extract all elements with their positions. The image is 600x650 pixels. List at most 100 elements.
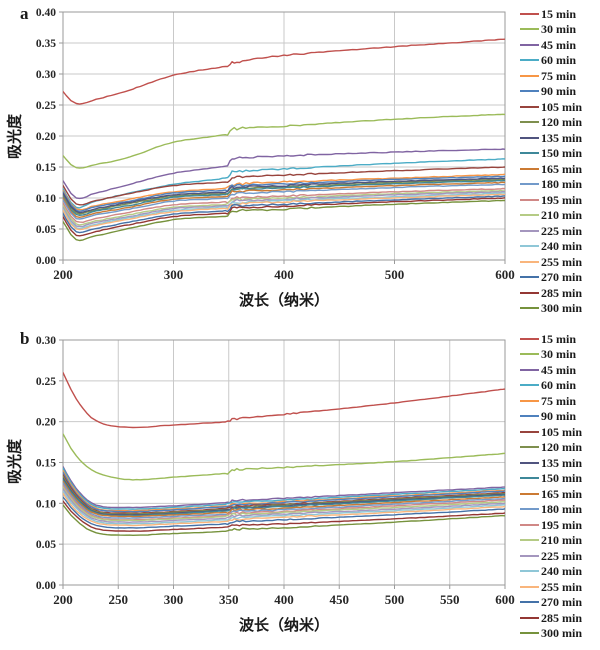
y-tick-label: 0.05 <box>36 224 56 236</box>
legend-label: 90 min <box>541 84 577 99</box>
series-line-150-min <box>63 179 505 216</box>
legend-item: 210 min <box>520 533 600 549</box>
y-tick-label: 0.30 <box>36 335 56 347</box>
legend-item: 165 min <box>520 161 600 177</box>
legend-item: 120 min <box>520 440 600 456</box>
legend-label: 75 min <box>541 68 577 83</box>
plot-area-a: 200 300 400 500 600 0.00 0.05 0.10 0.15 0.20 0.25 0… <box>36 7 515 282</box>
legend-line-swatch-icon <box>520 276 539 279</box>
plot-area-b: 200 250 300 350 400 450 500 550 600 0.00 0.05 0.10 0… <box>36 335 515 607</box>
legend-line-swatch-icon <box>520 167 539 170</box>
legend-label: 210 min <box>541 208 583 223</box>
legend-item: 195 min <box>520 192 600 208</box>
chart-panel-a: a 吸光度 200 300 400 500 600 0.00 0.05 0.10 0.15 0.2… <box>8 4 600 316</box>
legend-label: 120 min <box>541 115 583 130</box>
legend-item: 45 min <box>520 37 600 53</box>
legend-line-swatch-icon <box>520 198 539 201</box>
legend-label: 30 min <box>541 22 577 37</box>
legend-label: 45 min <box>541 37 577 52</box>
legend-item: 150 min <box>520 471 600 487</box>
legend-label: 165 min <box>541 486 583 501</box>
series-line-30-min <box>63 433 505 481</box>
y-tick-label: 0.10 <box>36 193 56 205</box>
y-tick-label: 0.10 <box>36 498 56 510</box>
y-tick-label: 0.40 <box>36 7 56 19</box>
legend-label: 30 min <box>541 347 577 362</box>
legend-line-swatch-icon <box>520 585 539 588</box>
x-tick-label: 300 <box>164 592 184 607</box>
y-tick-label: 0.05 <box>36 539 56 551</box>
legend-line-swatch-icon <box>520 353 539 356</box>
series-line-255-min <box>63 193 505 231</box>
legend-item: 75 min <box>520 393 600 409</box>
legend-line-swatch-icon <box>520 291 539 294</box>
series-line-120-min <box>63 475 505 515</box>
series-line-210-min <box>63 189 505 226</box>
legend-item: 15 min <box>520 331 600 347</box>
x-tick-label: 200 <box>53 267 73 282</box>
series-line-270-min <box>63 195 505 234</box>
legend-line-swatch-icon <box>520 616 539 619</box>
series-line-255-min <box>63 492 505 527</box>
series-line-165-min <box>63 181 505 218</box>
series-line-90-min <box>63 175 505 212</box>
legend-line-swatch-icon <box>520 74 539 77</box>
legend-label: 60 min <box>541 53 577 68</box>
legend-item: 60 min <box>520 378 600 394</box>
legend-label: 150 min <box>541 471 583 486</box>
legend-line-swatch-icon <box>520 183 539 186</box>
series-line-285-min <box>63 197 505 237</box>
legend-label: 285 min <box>541 285 583 300</box>
legend-label: 300 min <box>541 301 583 316</box>
legend-item: 225 min <box>520 223 600 239</box>
legend-line-swatch-icon <box>520 415 539 418</box>
legend-label: 15 min <box>541 6 577 21</box>
legend-label: 90 min <box>541 409 577 424</box>
legend-line-swatch-icon <box>520 461 539 464</box>
legend-item: 135 min <box>520 455 600 471</box>
legend-label: 135 min <box>541 130 583 145</box>
legend-item: 300 min <box>520 626 600 642</box>
x-tick-label: 200 <box>53 592 73 607</box>
legend-line-swatch-icon <box>520 399 539 402</box>
series-line-195-min <box>63 484 505 521</box>
legend-item: 180 min <box>520 177 600 193</box>
legend-item: 150 min <box>520 146 600 162</box>
legend-item: 105 min <box>520 424 600 440</box>
legend-item: 75 min <box>520 68 600 84</box>
series-line-180-min <box>63 183 505 220</box>
legend-label: 240 min <box>541 239 583 254</box>
legend-line-swatch-icon <box>520 43 539 46</box>
legend-line-swatch-icon <box>520 477 539 480</box>
x-tick-label: 350 <box>219 592 239 607</box>
legend-item: 285 min <box>520 285 600 301</box>
y-tick-label: 0.20 <box>36 131 56 143</box>
x-axis-label-b: 波长（纳米） <box>238 618 329 634</box>
series-line-105-min <box>63 166 505 206</box>
legend-item: 105 min <box>520 99 600 115</box>
y-tick-label: 0.25 <box>36 100 56 112</box>
legend-label: 135 min <box>541 455 583 470</box>
series-line-75-min <box>63 173 505 211</box>
legend-item: 120 min <box>520 115 600 131</box>
legend-label: 180 min <box>541 502 583 517</box>
series-line-135-min <box>63 177 505 214</box>
panel-label-b: b <box>20 329 30 348</box>
series-line-90-min <box>63 471 505 513</box>
legend-label: 210 min <box>541 533 583 548</box>
y-tick-label: 0.25 <box>36 376 56 388</box>
legend-label: 195 min <box>541 517 583 532</box>
series-line-15-min <box>63 38 505 105</box>
legend-item: 270 min <box>520 270 600 286</box>
legend-item: 180 min <box>520 502 600 518</box>
legend-line-swatch-icon <box>520 523 539 526</box>
legend-line-swatch-icon <box>520 229 539 232</box>
legend-item: 255 min <box>520 254 600 270</box>
series-line-240-min <box>63 192 505 230</box>
legend-label: 255 min <box>541 254 583 269</box>
series-group <box>63 38 505 242</box>
y-tick-label: 0.00 <box>36 580 56 592</box>
legend-label: 270 min <box>541 270 583 285</box>
x-tick-label: 250 <box>109 592 129 607</box>
